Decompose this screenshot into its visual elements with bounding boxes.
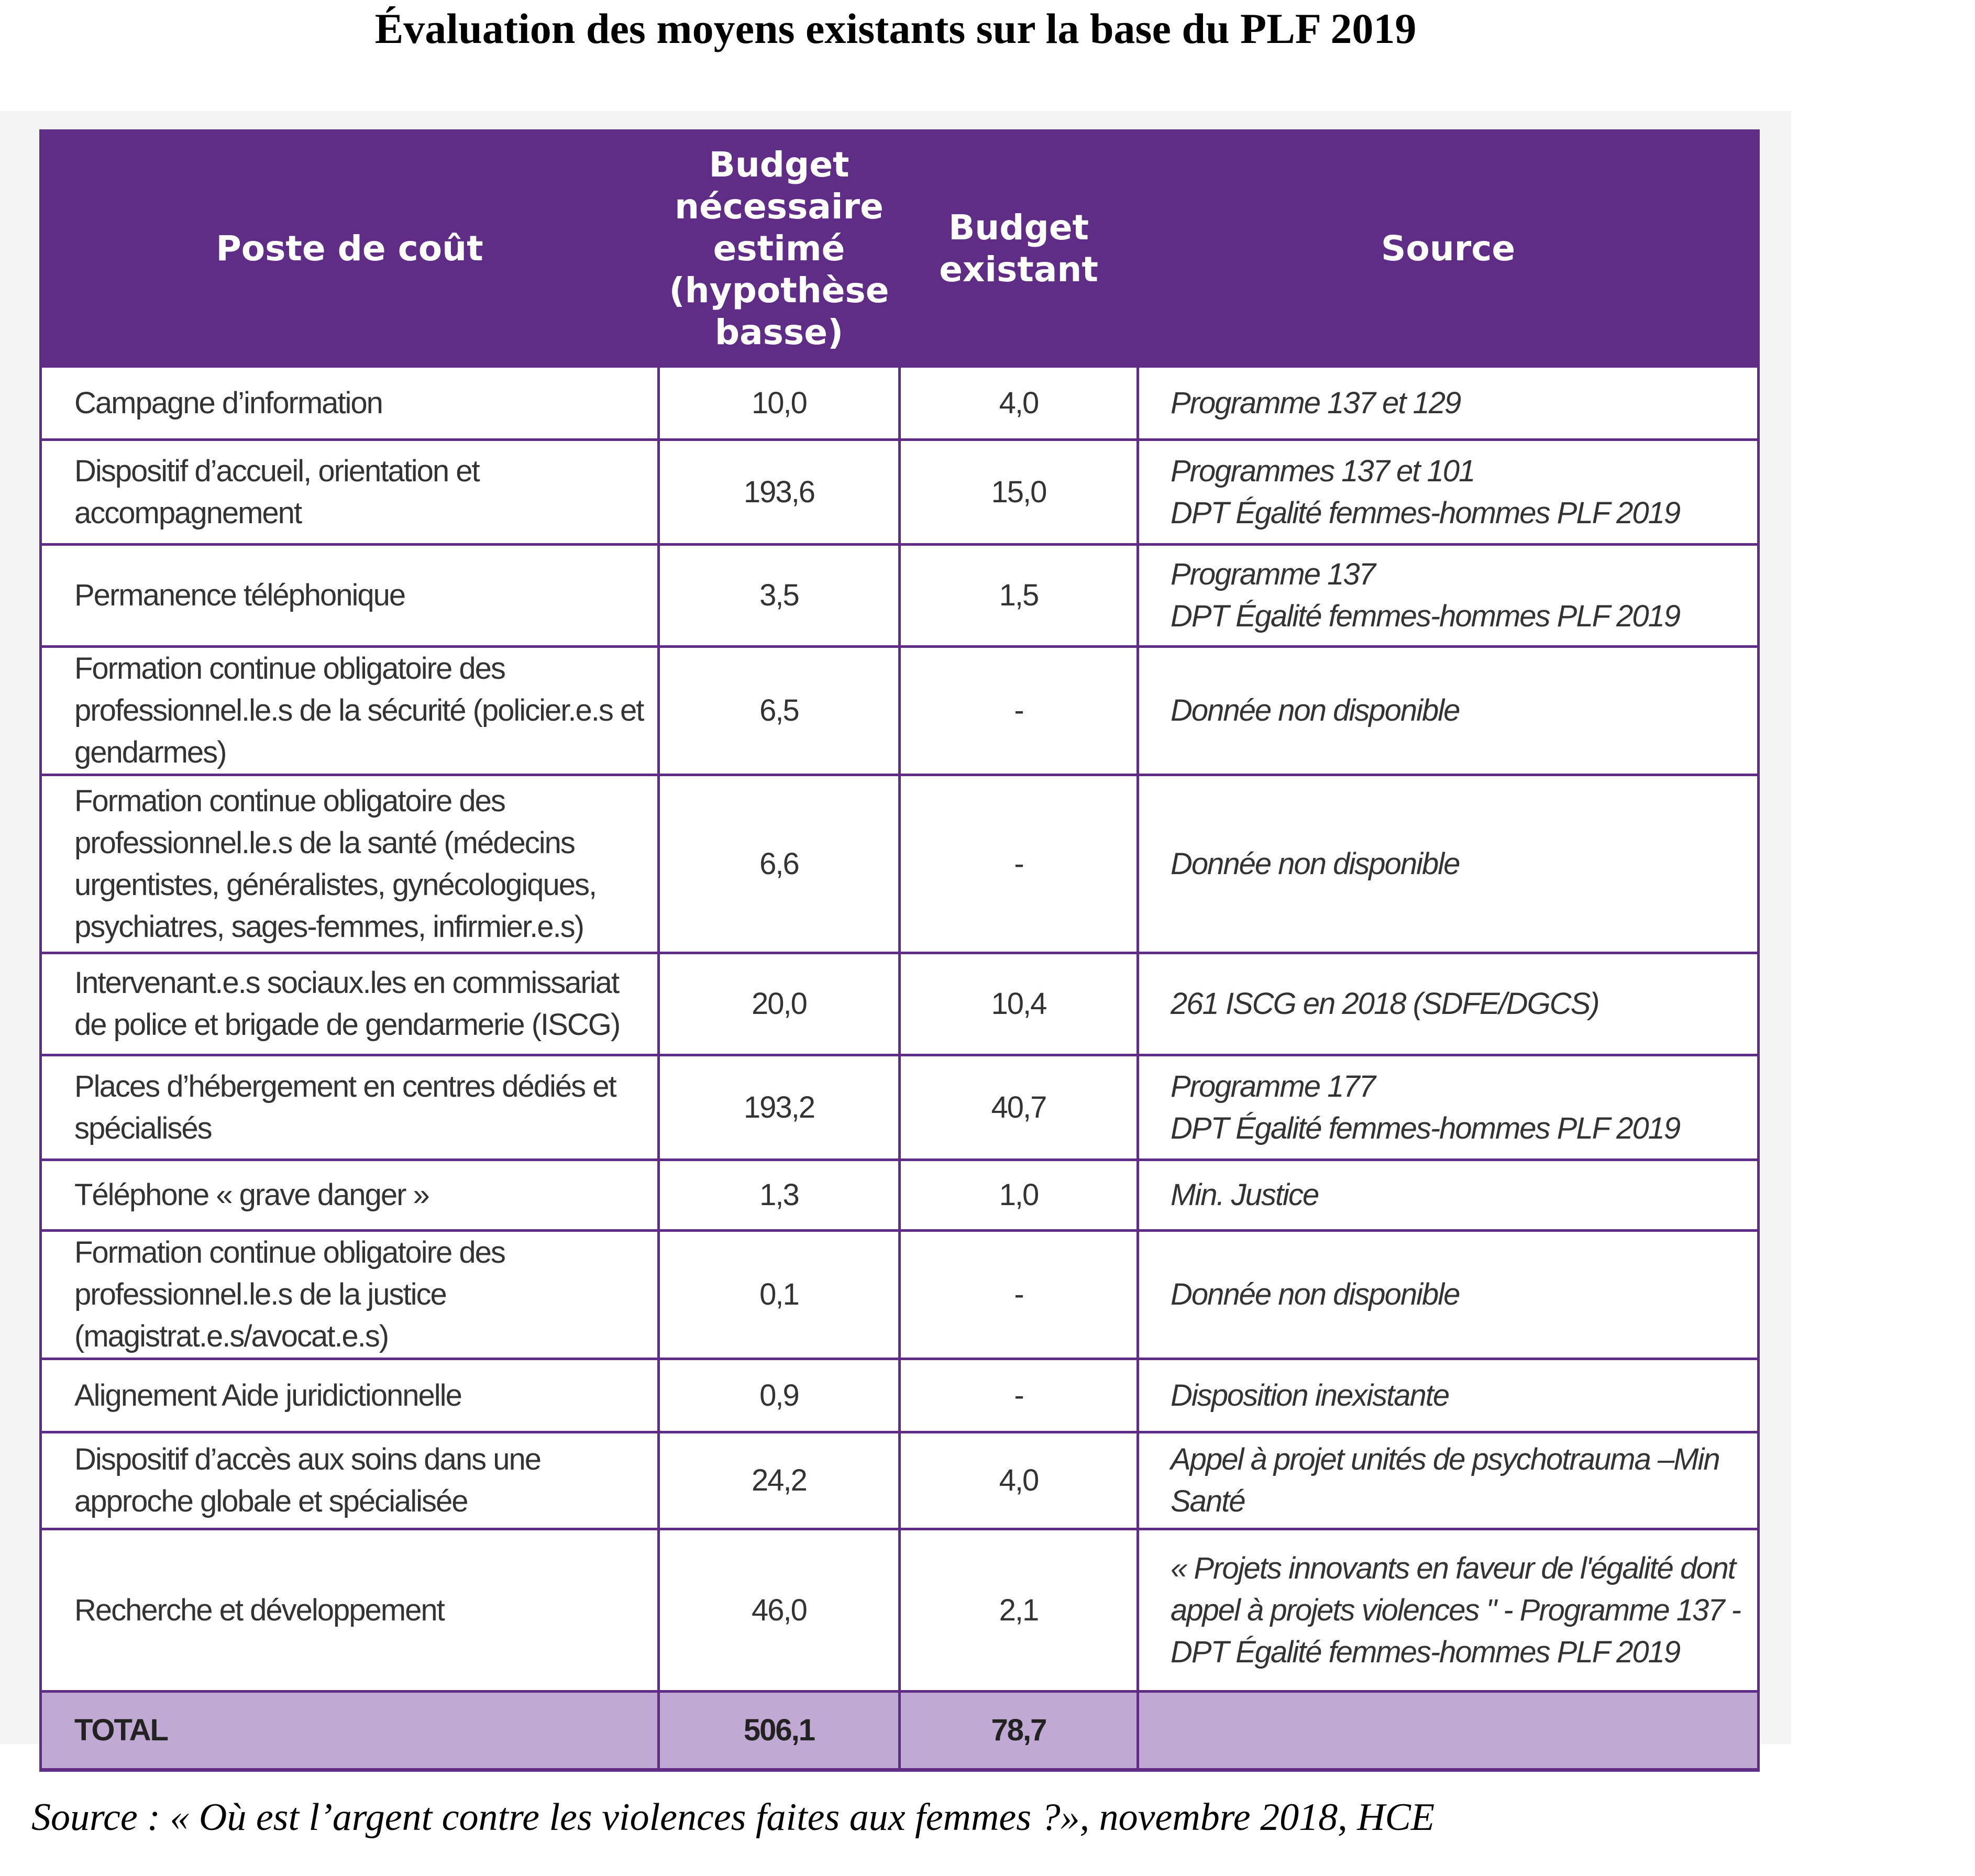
page-title: Évaluation des moyens existants sur la b… [374,5,1417,52]
cell-source: Programme 137 et 129 [1137,365,1760,441]
cell-poste: Recherche et développement [39,1528,660,1693]
cell-poste: Dispositif d’accès aux soins dans une ap… [39,1431,660,1530]
source-line: Donnée non disponible [1171,846,1460,881]
cell-budget-necessaire: 46,0 [657,1528,901,1693]
table-row: Dispositif d’accès aux soins dans une ap… [39,1431,1760,1530]
table-row: Alignement Aide juridictionnelle 0,9- Disp… [39,1358,1760,1433]
cell-poste: Formation continue obligatoire des profe… [39,774,660,954]
source-line: Donnée non disponible [1171,693,1460,727]
header-budget-necessaire: Budget nécessaire estimé (hypothèse bass… [657,129,901,368]
source-line: Programme 137 et 129 [1171,385,1461,420]
table-row: Formation continue obligatoire des profe… [39,774,1760,954]
source-line: Programmes 137 et 101 [1171,454,1475,488]
cell-budget-existant: 1,0 [898,1158,1139,1232]
table-row: Formation continue obligatoire des profe… [39,645,1760,776]
source-line: Appel à projet unités de psychotrauma –M… [1171,1442,1720,1518]
cell-source: « Projets innovants en faveur de l'égali… [1137,1528,1760,1693]
cell-budget-existant: 10,4 [898,952,1139,1056]
cell-budget-necessaire: 6,5 [657,645,901,776]
cell-budget-necessaire: 20,0 [657,952,901,1056]
cell-source: Programmes 137 et 101 DPT Égalité femmes-… [1137,438,1760,546]
table-row: Campagne d’information 10,0 4,0 Programme 1… [39,365,1760,441]
header-poste: Poste de coût [39,129,660,368]
cell-poste: Dispositif d’accueil, orientation et acc… [39,438,660,546]
total-source [1137,1690,1760,1772]
cell-poste: Formation continue obligatoire des profe… [39,645,660,776]
table-row: Téléphone « grave danger » 1,3 1,0 Min. Jus… [39,1158,1760,1232]
header-budget-existant: Budget existant [898,129,1139,368]
source-line: Programme 137 [1171,557,1376,591]
cell-poste: Alignement Aide juridictionnelle [39,1358,660,1433]
budget-table: Poste de coût Budget nécessaire estimé (… [39,129,1760,1772]
cell-budget-necessaire: 193,6 [657,438,901,546]
header-source: Source [1137,129,1760,368]
table-body: Campagne d’information 10,0 4,0 Programme 1… [39,365,1760,1772]
cell-source: 261 ISCG en 2018 (SDFE/DGCS) [1137,952,1760,1056]
cell-budget-existant: - [898,1358,1139,1433]
cell-budget-existant: - [898,645,1139,776]
cell-poste: Permanence téléphonique [39,543,660,648]
source-line: Disposition inexistante [1171,1378,1450,1412]
source-line: Donnée non disponible [1171,1277,1460,1311]
source-note: Source : « Où est l’argent contre les vi… [31,1796,1435,1839]
cell-budget-necessaire: 0,9 [657,1358,901,1433]
cell-budget-necessaire: 6,6 [657,774,901,954]
cell-budget-necessaire: 0,1 [657,1229,901,1360]
table-row: Dispositif d’accueil, orientation et acc… [39,438,1760,546]
total-row: TOTAL 506,1 78,7 [39,1690,1760,1772]
cell-budget-existant: 15,0 [898,438,1139,546]
cell-budget-existant: - [898,1229,1139,1360]
cell-source: Disposition inexistante [1137,1358,1760,1433]
cell-poste: Intervenant.e.s sociaux.les en commissar… [39,952,660,1056]
cell-budget-necessaire: 24,2 [657,1431,901,1530]
table-row: Permanence téléphonique 3,5 1,5 Programme 1… [39,543,1760,648]
cell-poste: Campagne d’information [39,365,660,441]
source-line: DPT Égalité femmes-hommes PLF 2019 [1171,1111,1681,1145]
cell-budget-existant: 4,0 [898,365,1139,441]
cell-source: Donnée non disponible [1137,645,1760,776]
table-header-row: Poste de coût Budget nécessaire estimé (… [39,129,1760,368]
source-line: Programme 177 [1171,1069,1376,1103]
cell-source: Programme 177 DPT Égalité femmes-hommes P… [1137,1054,1760,1161]
table-row: Formation continue obligatoire des profe… [39,1229,1760,1360]
source-line: 261 ISCG en 2018 (SDFE/DGCS) [1171,987,1600,1021]
total-label: TOTAL [39,1690,660,1772]
table-row: Recherche et développement 46,0 2,1 « Proje… [39,1528,1760,1693]
source-line: DPT Égalité femmes-hommes PLF 2019 [1171,495,1681,530]
cell-budget-necessaire: 193,2 [657,1054,901,1161]
table-panel: Poste de coût Budget nécessaire estimé (… [0,111,1791,1772]
source-line: DPT Égalité femmes-hommes PLF 2019 [1171,599,1681,633]
cell-budget-existant: 1,5 [898,543,1139,648]
cell-budget-existant: 4,0 [898,1431,1139,1530]
table-row: Places d’hébergement en centres dédiés e… [39,1054,1760,1161]
cell-source: Donnée non disponible [1137,1229,1760,1360]
cell-poste: Téléphone « grave danger » [39,1158,660,1232]
cell-budget-existant: 40,7 [898,1054,1139,1161]
cell-budget-existant: - [898,774,1139,954]
cell-budget-necessaire: 1,3 [657,1158,901,1232]
cell-source: Appel à projet unités de psychotrauma –M… [1137,1431,1760,1530]
source-line: Min. Justice [1171,1178,1319,1212]
cell-poste: Places d’hébergement en centres dédiés e… [39,1054,660,1161]
cell-poste: Formation continue obligatoire des profe… [39,1229,660,1360]
table-row: Intervenant.e.s sociaux.les en commissar… [39,952,1760,1056]
cell-source: Min. Justice [1137,1158,1760,1232]
cell-budget-necessaire: 3,5 [657,543,901,648]
cell-budget-necessaire: 10,0 [657,365,901,441]
cell-source: Donnée non disponible [1137,774,1760,954]
cell-source: Programme 137 DPT Égalité femmes-hommes P… [1137,543,1760,648]
cell-budget-existant: 2,1 [898,1528,1139,1693]
total-budget-existant: 78,7 [898,1690,1139,1772]
total-budget-necessaire: 506,1 [657,1690,901,1772]
source-line: « Projets innovants en faveur de l'égali… [1171,1551,1741,1669]
